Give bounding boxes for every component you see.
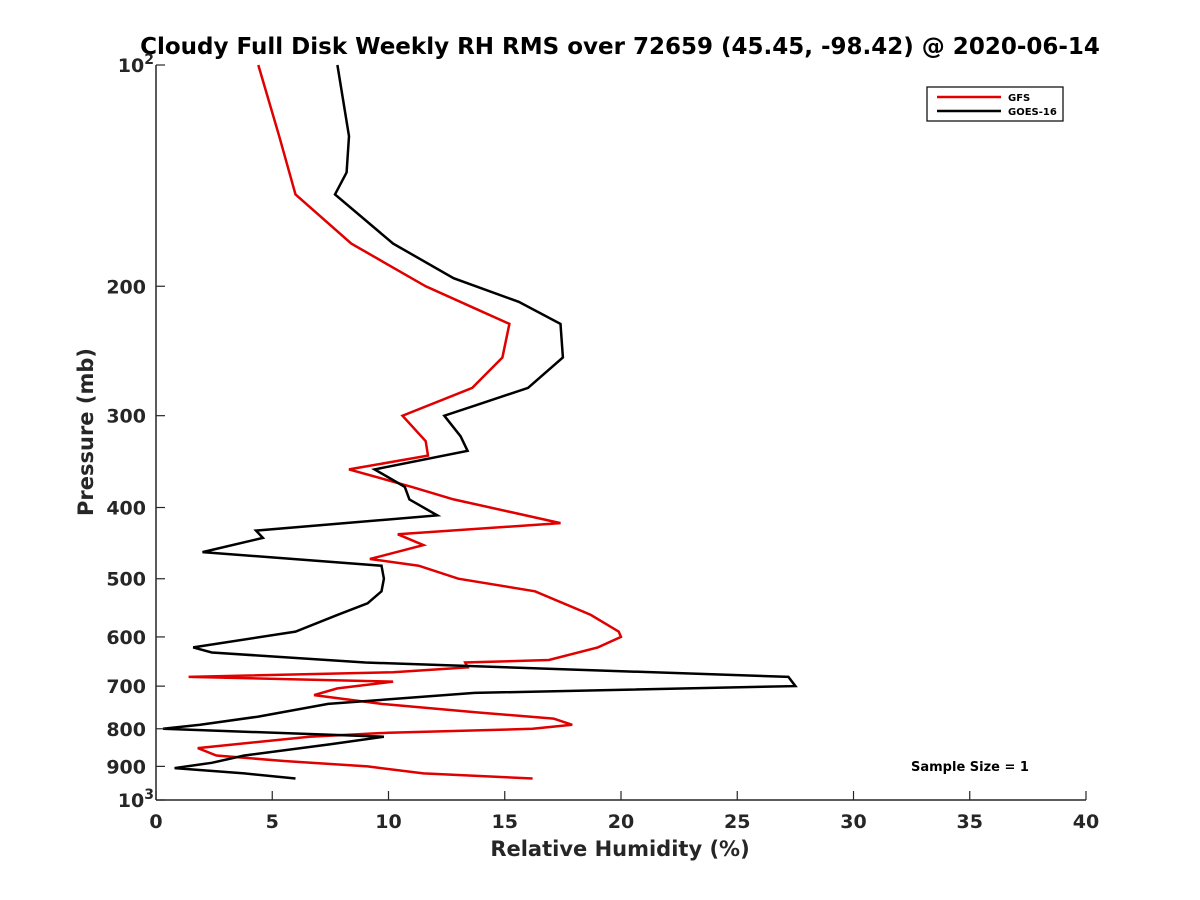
x-tick-label: 25 <box>724 811 750 833</box>
x-tick-label: 30 <box>840 811 866 833</box>
y-tick-label: 900 <box>106 756 146 778</box>
chart-title: Cloudy Full Disk Weekly RH RMS over 7265… <box>140 34 1100 60</box>
series-layer <box>162 64 798 780</box>
y-tick-label: 500 <box>106 569 146 591</box>
legend: GFS GOES-16 <box>926 86 1064 122</box>
y-axis-label: Pressure (mb) <box>74 348 98 516</box>
series-line-gfs <box>188 64 623 780</box>
x-tick-label: 0 <box>149 811 162 833</box>
x-tick-label: 35 <box>957 811 983 833</box>
x-tick-label: 15 <box>492 811 518 833</box>
y-tick-label: 800 <box>106 719 146 741</box>
y-tick-label: 600 <box>106 627 146 649</box>
y-tick-label: 102 <box>118 52 154 77</box>
legend-box <box>926 86 1064 122</box>
x-tick-label: 10 <box>375 811 401 833</box>
x-tick-label: 40 <box>1073 811 1099 833</box>
x-tick-label: 5 <box>266 811 279 833</box>
series-line-goes16 <box>162 64 798 780</box>
x-tick-label: 20 <box>608 811 634 833</box>
y-tick-label: 300 <box>106 406 146 428</box>
legend-label-goes16: GOES-16 <box>1008 107 1057 118</box>
y-tick-label: 400 <box>106 498 146 520</box>
y-tick-label: 700 <box>106 676 146 698</box>
y-ticks: 102 200 300 400 500 600 700 800 900 103 <box>106 52 165 812</box>
x-ticks: 0 5 10 15 20 25 30 35 40 <box>149 791 1099 833</box>
y-tick-label: 200 <box>106 276 146 298</box>
sample-size-annotation: Sample Size = 1 <box>911 760 1029 775</box>
y-tick-label: 103 <box>118 787 154 812</box>
legend-label-gfs: GFS <box>1008 93 1030 104</box>
x-axis-label: Relative Humidity (%) <box>490 837 749 861</box>
